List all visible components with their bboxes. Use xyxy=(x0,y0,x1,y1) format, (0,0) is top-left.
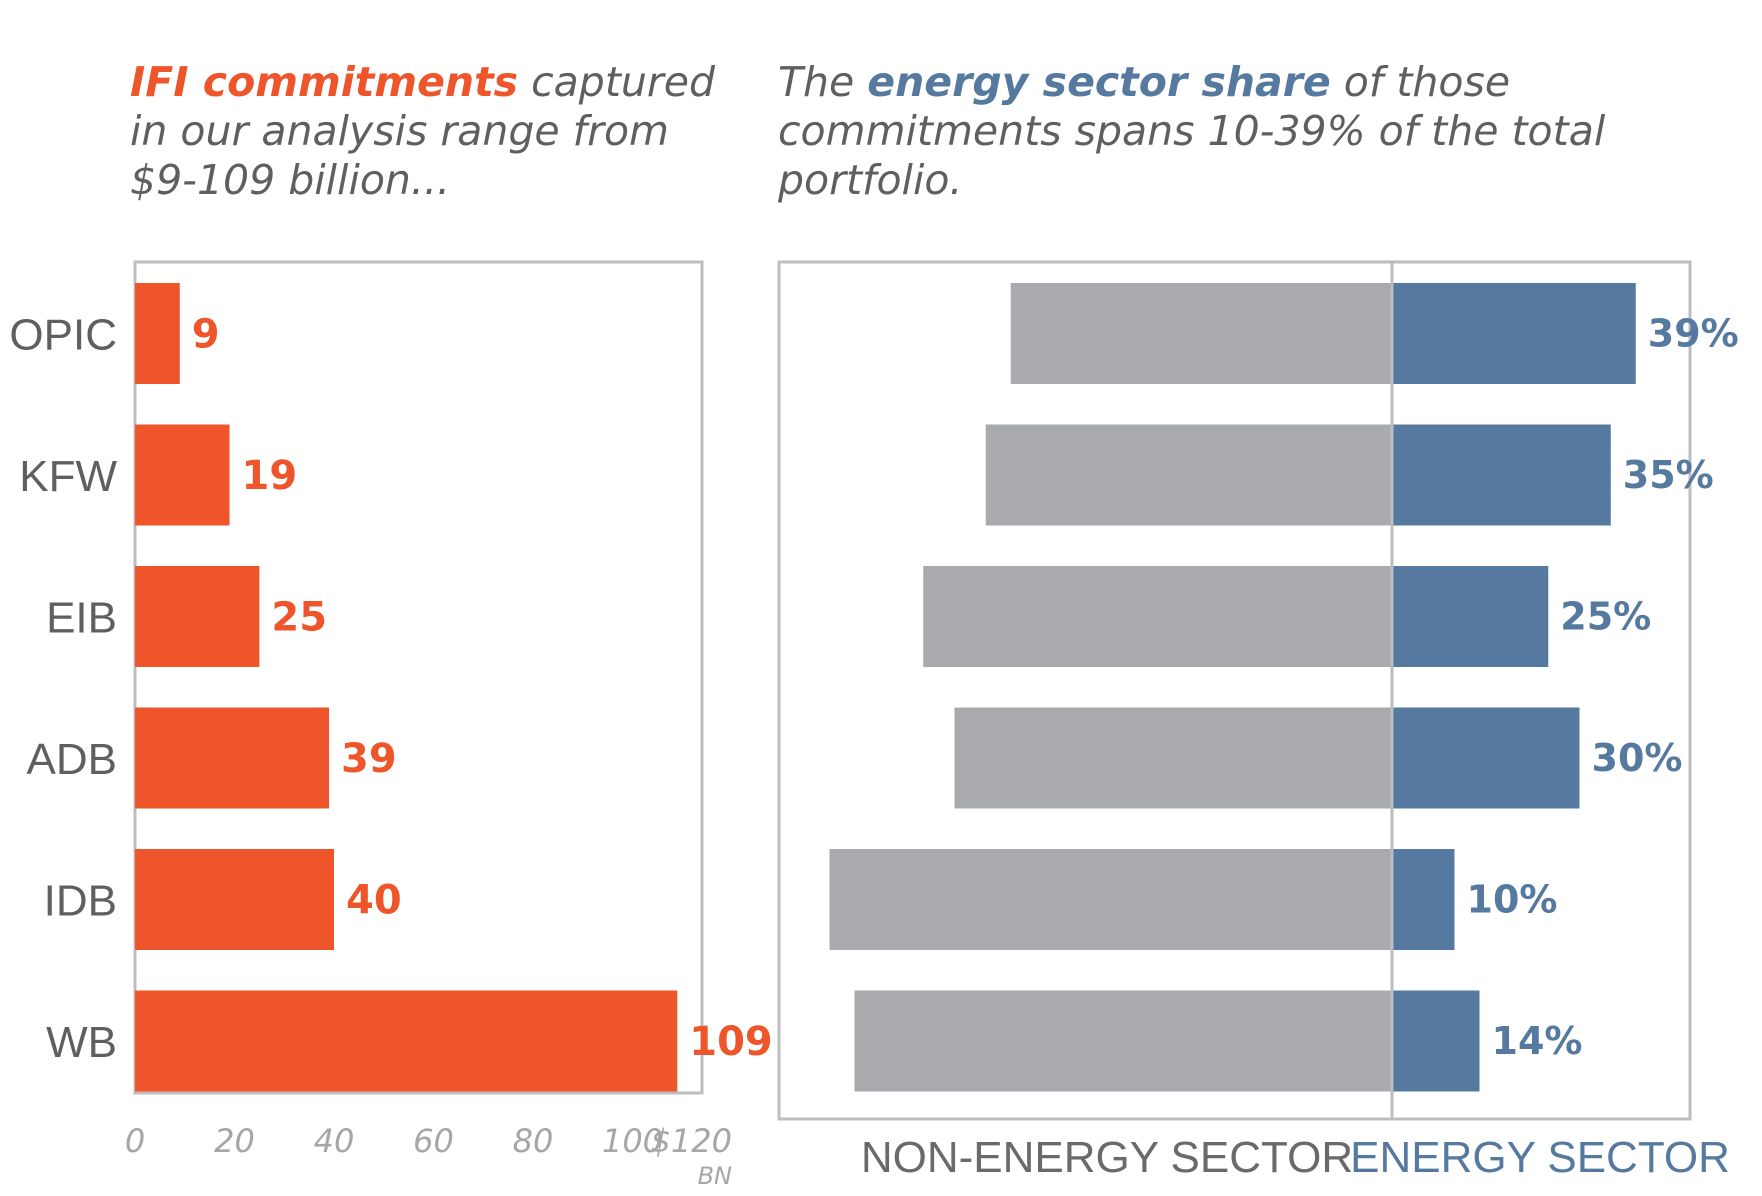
legend-energy-sector: ENERGY SECTOR xyxy=(1350,1133,1730,1182)
heading-left-text: captured in our analysis range from $9-1… xyxy=(130,58,715,204)
bar-commitments-eib xyxy=(135,566,260,667)
energy-chart-frame xyxy=(777,260,1692,1121)
bar-non-energy-kfw xyxy=(985,424,1392,526)
right-chart-heading: The energy sector share of those commitm… xyxy=(778,58,1738,205)
heading-accent-energy: energy sector share xyxy=(867,58,1331,106)
bar-energy-opic xyxy=(1392,283,1636,384)
x-tick-label-5: 100 xyxy=(602,1122,663,1160)
x-tick-label-0: 0 xyxy=(125,1122,145,1160)
value-label-wb: 109 xyxy=(689,1019,773,1065)
bar-non-energy-wb xyxy=(854,990,1392,1092)
x-tick-label-1: 20 xyxy=(214,1122,255,1160)
value-label-opic: 9 xyxy=(192,312,220,358)
category-label-kfw: KFW xyxy=(19,452,117,501)
x-axis-unit-label: BN xyxy=(698,1162,732,1190)
x-tick-label-6: $120 xyxy=(651,1122,732,1160)
commitments-chart: OPIC 9 KFW 19 EIB 25 ADB 39 IDB 40 WB 109 0 20 40 60 80 1… xyxy=(9,260,773,1190)
heading-right-text: of those commitments spans 10-39% of the… xyxy=(778,58,1606,204)
energy-share-label-kfw: 35% xyxy=(1623,453,1714,497)
bar-commitments-wb xyxy=(135,990,678,1092)
bar-energy-wb xyxy=(1392,990,1480,1092)
energy-share-label-opic: 39% xyxy=(1648,312,1739,356)
bar-commitments-kfw xyxy=(135,424,230,526)
bar-energy-idb xyxy=(1392,849,1455,950)
energy-share-label-eib: 25% xyxy=(1560,595,1651,639)
energy-share-label-wb: 14% xyxy=(1492,1019,1583,1063)
x-tick-label-3: 60 xyxy=(413,1122,454,1160)
value-label-idb: 40 xyxy=(346,878,402,924)
bar-commitments-adb xyxy=(135,707,330,809)
legend-non-energy-sector: NON-ENERGY SECTOR xyxy=(861,1133,1353,1182)
commitments-chart-frame xyxy=(133,260,704,1095)
bar-energy-adb xyxy=(1392,707,1580,809)
energy-share-label-idb: 10% xyxy=(1467,878,1558,922)
category-label-idb: IDB xyxy=(44,877,117,926)
bar-non-energy-idb xyxy=(829,849,1392,950)
category-label-opic: OPIC xyxy=(9,311,117,360)
x-tick-label-4: 80 xyxy=(513,1122,554,1160)
category-label-adb: ADB xyxy=(27,735,117,784)
value-label-kfw: 19 xyxy=(242,453,298,499)
category-label-eib: EIB xyxy=(46,594,117,643)
value-label-adb: 39 xyxy=(341,736,397,782)
bar-commitments-idb xyxy=(135,849,334,950)
heading-right-pre: The xyxy=(778,58,868,106)
category-label-wb: WB xyxy=(46,1018,117,1067)
bar-non-energy-adb xyxy=(954,707,1392,809)
bar-energy-eib xyxy=(1392,566,1549,667)
energy-share-label-adb: 30% xyxy=(1592,736,1683,780)
bar-commitments-opic xyxy=(135,283,180,384)
energy-share-chart: 39% 35% 25% 30% 10% 14% NON-ENERGY SECTORENERG… xyxy=(777,260,1739,1182)
value-label-eib: 25 xyxy=(271,595,327,641)
bar-non-energy-eib xyxy=(923,566,1392,667)
left-chart-heading: IFI commitments captured in our analysis… xyxy=(130,58,730,205)
heading-accent-commitments: IFI commitments xyxy=(130,58,519,106)
bar-energy-kfw xyxy=(1392,424,1611,526)
x-tick-label-2: 40 xyxy=(314,1122,355,1160)
bar-non-energy-opic xyxy=(1010,283,1392,384)
